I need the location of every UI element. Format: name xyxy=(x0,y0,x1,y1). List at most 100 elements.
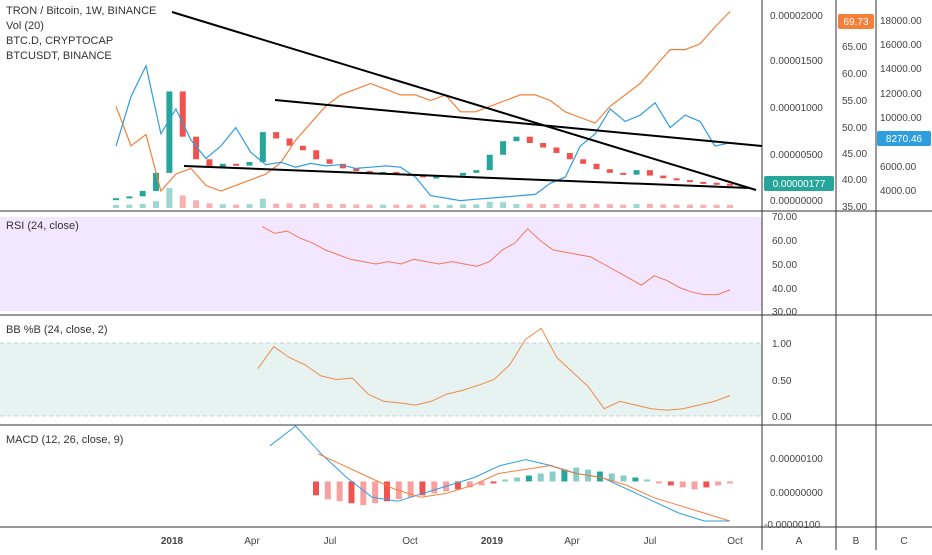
legend-bb[interactable]: BB %B (24, close, 2) xyxy=(6,324,108,336)
candle xyxy=(460,172,467,176)
legend-btcusdt[interactable]: BTCUSDT, BINANCE xyxy=(6,50,112,62)
btcd-tick: 55.00 xyxy=(842,96,867,107)
macd-histogram-bar xyxy=(360,481,367,506)
price-tick: 0.00002000 xyxy=(770,11,823,22)
macd-tick: -0.00000100 xyxy=(764,520,821,531)
macd-histogram-bar xyxy=(466,481,473,488)
macd-histogram-bar xyxy=(632,477,639,482)
price-tick: 0.00000500 xyxy=(770,150,823,161)
axis-corner-b[interactable]: B xyxy=(853,536,860,547)
btcusdt-tick: 12000.00 xyxy=(880,89,922,100)
macd-histogram-bar xyxy=(454,481,461,490)
candle xyxy=(633,170,640,175)
volume-bar xyxy=(393,204,400,208)
bb-band xyxy=(0,343,762,416)
legend-macd[interactable]: MACD (12, 26, close, 9) xyxy=(6,434,123,446)
axis-corner-c[interactable]: C xyxy=(900,536,907,547)
volume-bar xyxy=(646,203,653,208)
volume-bar xyxy=(566,203,573,208)
btcusdt-price-badge: 8270.46 xyxy=(877,131,931,146)
volume-bar xyxy=(259,198,266,208)
candle xyxy=(713,182,720,185)
btcusdt-line xyxy=(115,63,731,202)
macd-tick: 0.00000000 xyxy=(770,488,823,499)
candle xyxy=(366,171,373,174)
volume-bar xyxy=(673,204,680,208)
btcd-tick: 60.00 xyxy=(842,69,867,80)
macd-histogram-bar xyxy=(620,475,627,482)
btcusdt-tick: 6000.00 xyxy=(880,162,917,173)
macd-histogram-bar xyxy=(667,481,674,486)
btcd-tick: 35.00 xyxy=(842,202,867,213)
macd-histogram-bar xyxy=(383,481,390,502)
volume-bar xyxy=(700,204,707,208)
macd-histogram-bar xyxy=(596,471,603,482)
rsi-series xyxy=(261,225,731,296)
volume-bar xyxy=(727,204,733,208)
legend-volume[interactable]: Vol (20) xyxy=(6,20,44,32)
btcd-tick: 50.00 xyxy=(842,123,867,134)
time-tick-2018: 2018 xyxy=(161,536,184,547)
volume-bar xyxy=(486,201,493,208)
candle xyxy=(259,132,266,162)
axis-corner-a[interactable]: A xyxy=(796,536,803,547)
volume-bar xyxy=(473,204,480,208)
macd-histogram-bar xyxy=(561,469,568,482)
volume-bar xyxy=(513,204,520,208)
trx-price-badge: 0.00000177 xyxy=(764,176,834,191)
candle xyxy=(646,170,653,176)
macd-histogram-bar xyxy=(691,481,698,490)
btcusdt-tick: 18000.00 xyxy=(880,16,922,27)
candle xyxy=(179,91,186,137)
macd-histogram-bar xyxy=(372,481,379,504)
trendlines[interactable] xyxy=(171,11,763,191)
volume-bar xyxy=(286,203,293,208)
btcd-tick: 65.00 xyxy=(842,42,867,53)
macd-pane[interactable] xyxy=(0,426,762,526)
btcd-tick: 45.00 xyxy=(842,149,867,160)
trendline-resistance[interactable] xyxy=(274,99,763,147)
legend-rsi[interactable]: RSI (24, close) xyxy=(6,220,79,232)
trendline-upper[interactable] xyxy=(171,11,757,191)
btcusdt-tick: 14000.00 xyxy=(880,64,922,75)
price-tick: 0.00001500 xyxy=(770,56,823,67)
btcusdt-price-value: 8270.46 xyxy=(886,134,923,145)
signal-series xyxy=(317,453,731,522)
candle xyxy=(660,175,667,179)
macd-histogram-bar xyxy=(525,475,532,482)
macd-histogram-bar xyxy=(490,481,497,484)
candle xyxy=(700,181,707,184)
volume-bar xyxy=(633,204,640,208)
volume-bar xyxy=(433,204,440,208)
candle xyxy=(540,143,547,148)
macd-histogram-bar xyxy=(679,481,686,488)
volume-bar xyxy=(273,203,280,208)
volume-bar xyxy=(553,203,560,208)
candle xyxy=(219,163,226,168)
rsi-tick: 40.00 xyxy=(772,284,797,295)
volume-bars xyxy=(113,187,733,208)
volume-bar xyxy=(460,204,467,208)
legend-btcd[interactable]: BTC.D, CRYPTOCAP xyxy=(6,35,113,47)
volume-bar xyxy=(113,205,119,208)
candle xyxy=(620,172,627,175)
main-pane[interactable] xyxy=(0,0,762,210)
candle xyxy=(593,163,600,170)
trendline-support[interactable] xyxy=(183,165,751,189)
bb-tick: 0.50 xyxy=(772,376,792,387)
candle xyxy=(686,180,693,183)
volume-bar xyxy=(606,204,613,208)
volume-bar xyxy=(206,203,213,208)
bb-tick: 1.00 xyxy=(772,339,792,350)
legend-symbol[interactable]: TRON / Bitcoin, 1W, BINANCE xyxy=(6,5,156,17)
macd-histogram-bar xyxy=(573,467,580,482)
volume-bar xyxy=(593,203,600,208)
candle xyxy=(286,138,293,146)
candle xyxy=(486,154,493,171)
volume-bar xyxy=(540,204,547,208)
macd-histogram-bar xyxy=(324,481,331,500)
candle xyxy=(206,159,213,168)
bb-series xyxy=(257,327,731,411)
